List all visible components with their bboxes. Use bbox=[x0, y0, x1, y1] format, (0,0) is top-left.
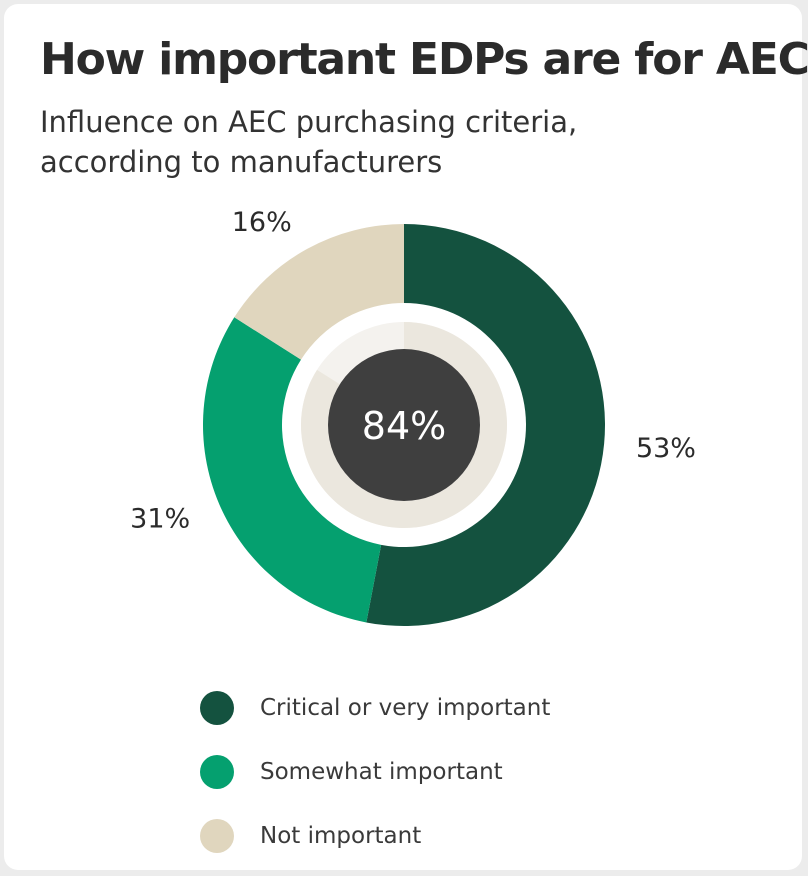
legend-item-somewhat: Somewhat important bbox=[200, 740, 550, 804]
slice-labels: 53% 31% 16% bbox=[130, 207, 696, 535]
legend-swatch-not-important bbox=[200, 819, 234, 853]
donut-slices bbox=[203, 224, 605, 626]
legend: Critical or very important Somewhat impo… bbox=[200, 676, 550, 868]
legend-swatch-somewhat bbox=[200, 755, 234, 789]
chart-card: How important EDPs are for AEC Influence… bbox=[4, 4, 808, 870]
center-value-label: 84% bbox=[362, 404, 446, 448]
slice-somewhat bbox=[203, 317, 382, 623]
slice-label-not-important: 16% bbox=[232, 207, 292, 238]
legend-item-not-important: Not important bbox=[200, 804, 550, 868]
center-circle bbox=[328, 349, 480, 501]
legend-item-critical: Critical or very important bbox=[200, 676, 550, 740]
chart-subtitle: Influence on AEC purchasing criteria, ac… bbox=[40, 105, 578, 179]
legend-label-somewhat: Somewhat important bbox=[260, 759, 503, 785]
slice-critical bbox=[366, 224, 605, 626]
legend-label-critical: Critical or very important bbox=[260, 695, 551, 721]
slice-label-critical: 53% bbox=[636, 433, 696, 464]
legend-swatch-critical bbox=[200, 691, 234, 725]
slice-not-important bbox=[234, 224, 404, 360]
chart-title: How important EDPs are for AEC bbox=[40, 34, 808, 85]
legend-label-not-important: Not important bbox=[260, 823, 422, 849]
slice-label-somewhat: 31% bbox=[130, 504, 190, 535]
